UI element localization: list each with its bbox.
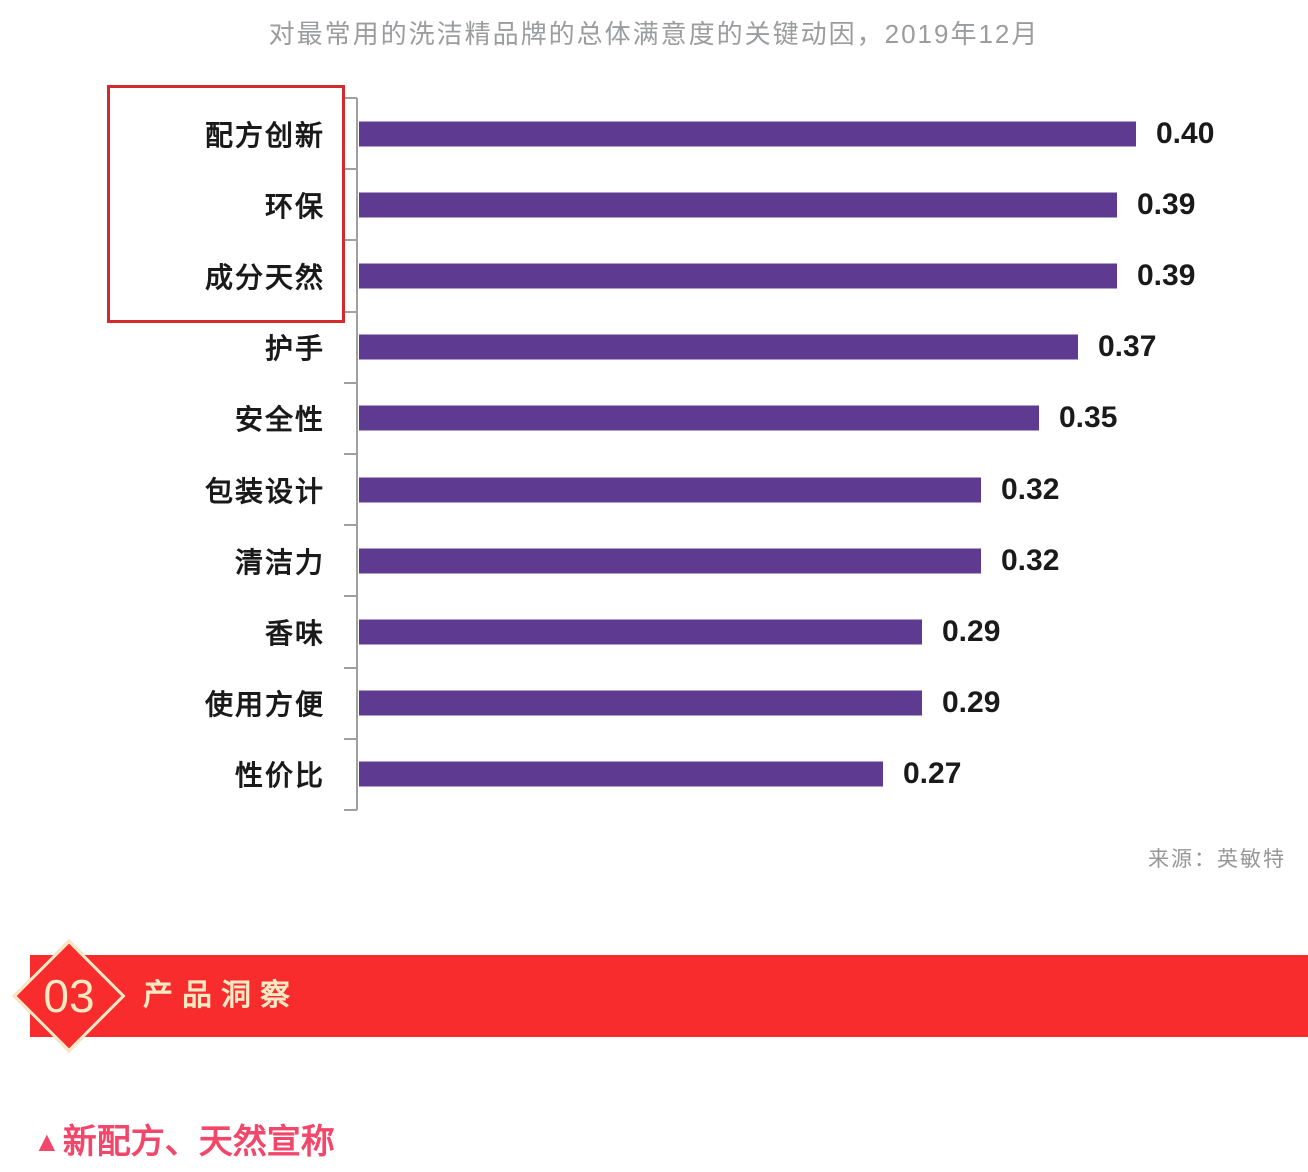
axis-tick (344, 595, 357, 598)
bar-row: 清洁力 0.32 (0, 525, 1308, 596)
bar-row: 安全性 0.35 (0, 383, 1308, 454)
bar (359, 334, 1078, 360)
axis-tick (344, 310, 357, 313)
axis-tick (344, 453, 357, 455)
bar-row: 包装设计 0.32 (0, 454, 1308, 525)
bar (359, 548, 981, 574)
bar-row: 香味 0.29 (0, 596, 1308, 667)
bar (359, 263, 1117, 289)
category-label: 使用方便 (204, 689, 325, 721)
bar-row: 使用方便 0.29 (0, 668, 1308, 739)
y-axis-line (356, 98, 358, 810)
axis-tick (344, 809, 357, 811)
value-label: 0.35 (1059, 401, 1118, 435)
section-title: 产品洞察 (143, 979, 299, 1012)
section-number: 03 (43, 970, 95, 1022)
category-label: 安全性 (234, 404, 325, 436)
chart-title: 对最常用的洗洁精品牌的总体满意度的关键动因，2019年12月 (268, 19, 1040, 49)
axis-tick (344, 239, 357, 242)
value-label: 0.29 (942, 614, 1001, 648)
value-label: 0.32 (1001, 472, 1060, 506)
value-label: 0.37 (1098, 330, 1157, 364)
bar (359, 690, 922, 716)
value-label: 0.32 (1001, 543, 1060, 577)
category-label: 性价比 (234, 760, 325, 792)
axis-tick (344, 97, 357, 99)
bar (359, 121, 1136, 147)
axis-tick (344, 666, 357, 669)
bar-row: 护手 0.37 (0, 312, 1308, 383)
bar (359, 619, 922, 645)
highlight-box (107, 85, 345, 323)
category-label: 包装设计 (204, 475, 325, 507)
category-label: 清洁力 (234, 546, 325, 578)
category-label: 环保 (264, 190, 325, 222)
axis-tick (344, 381, 357, 384)
category-label: 护手 (264, 333, 325, 365)
value-label: 0.40 (1156, 116, 1215, 150)
category-label: 香味 (264, 617, 325, 649)
category-label: 成分天然 (204, 261, 325, 293)
section-banner (30, 955, 1308, 1037)
value-label: 0.29 (942, 686, 1001, 720)
value-label: 0.39 (1137, 187, 1196, 221)
bar-row: 性价比 0.27 (0, 739, 1308, 810)
bottom-annotation: ▲新配方、天然宣称 (33, 1114, 335, 1163)
axis-tick (344, 168, 357, 171)
bar (359, 192, 1117, 218)
axis-tick (344, 737, 357, 740)
bar (359, 477, 981, 503)
axis-tick (344, 524, 357, 527)
bar-row: 成分天然 0.39 (0, 240, 1308, 311)
bar (359, 761, 883, 787)
value-label: 0.27 (903, 757, 962, 791)
category-label: 配方创新 (204, 119, 325, 151)
source-note: 来源：英敏特 (1148, 848, 1286, 871)
bar-row: 配方创新 0.40 (0, 98, 1308, 169)
value-label: 0.39 (1137, 258, 1196, 292)
triangle-icon: ▲ (33, 1126, 61, 1157)
annotation-text: 新配方、天然宣称 (62, 1123, 335, 1161)
bar-row: 环保 0.39 (0, 169, 1308, 240)
bar (359, 405, 1039, 431)
chart-rows: 配方创新 0.40 环保 0.39 成分天然 0.39 护手 0.37 安全性 0.35 包装设计 0… (0, 98, 1308, 810)
